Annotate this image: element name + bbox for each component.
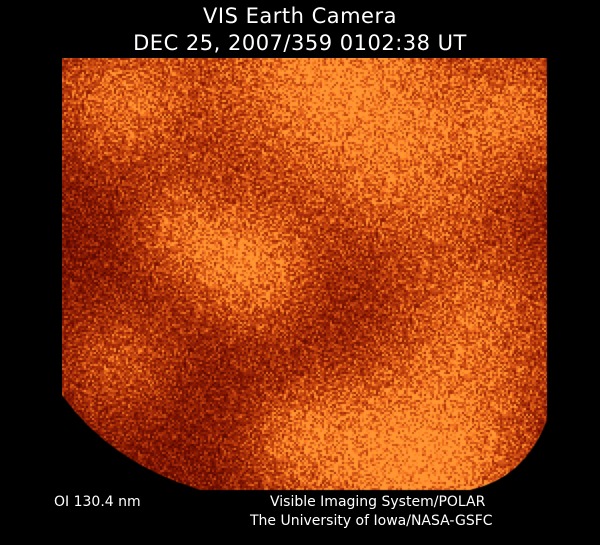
timestamp: DEC 25, 2007/359 0102:38 UT (133, 31, 467, 55)
wavelength-label: OI 130.4 nm (54, 494, 141, 510)
title: VIS Earth Camera (203, 4, 397, 28)
credit-line-1: Visible Imaging System/POLAR (270, 494, 486, 510)
earth-uv-image (62, 58, 548, 491)
credit-line-2: The University of Iowa/NASA-GSFC (250, 513, 493, 529)
